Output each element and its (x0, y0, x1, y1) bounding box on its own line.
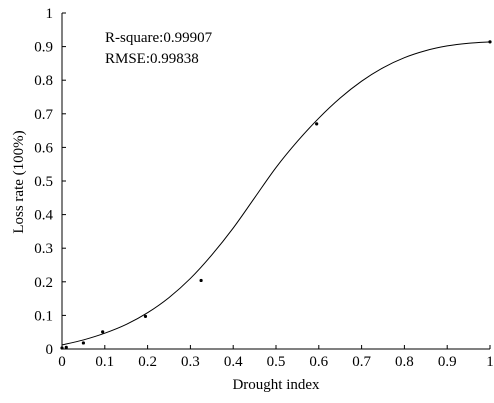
y-axis-ticks: 0 0.1 0.2 0.3 0.4 0.5 0.6 0.7 0.8 0.9 1 (34, 6, 66, 358)
y-tick-label: 0.5 (34, 174, 53, 190)
x-tick-label: 0.8 (395, 354, 414, 370)
x-tick-label: 0 (58, 354, 66, 370)
data-point (199, 278, 203, 283)
y-tick-label: 0 (46, 342, 54, 358)
annotation-rmse: RMSE:0.99838 (105, 51, 199, 67)
x-axis-ticks: 0 0.1 0.2 0.3 0.4 0.5 0.6 0.7 0.8 0.9 1 (58, 345, 494, 370)
data-point (488, 40, 492, 44)
y-tick-label: 0.4 (34, 208, 53, 224)
data-point (81, 341, 85, 345)
x-tick-label: 0.2 (138, 354, 157, 370)
y-tick-label: 0.1 (34, 308, 53, 324)
data-point (64, 345, 68, 349)
data-points (60, 40, 492, 350)
y-tick-label: 0.8 (34, 73, 53, 89)
x-tick-label: 0.4 (224, 354, 243, 370)
x-tick-label: 0.1 (95, 354, 114, 370)
data-point (315, 122, 319, 126)
data-point (60, 346, 64, 350)
x-tick-label: 0.7 (352, 354, 371, 370)
y-tick-label: 1 (46, 6, 54, 22)
fitted-curve (61, 41, 491, 346)
y-tick-label: 0.2 (34, 275, 53, 291)
data-point (101, 330, 105, 334)
x-tick-label: 0.5 (267, 354, 286, 370)
x-axis-title: Drought index (232, 377, 320, 393)
x-tick-label: 0.3 (181, 354, 200, 370)
x-tick-label: 0.6 (309, 354, 328, 370)
y-tick-label: 0.7 (34, 107, 53, 123)
y-tick-label: 0.3 (34, 241, 53, 257)
y-tick-label: 0.6 (34, 140, 53, 156)
y-axis-title: Loss rate (100%) (11, 130, 27, 233)
x-tick-label: 0.9 (438, 354, 457, 370)
y-tick-label: 0.9 (34, 40, 53, 56)
x-tick-label: 1 (486, 354, 494, 370)
data-point (143, 314, 148, 319)
annotation-r-square: R-square:0.99907 (105, 30, 213, 46)
